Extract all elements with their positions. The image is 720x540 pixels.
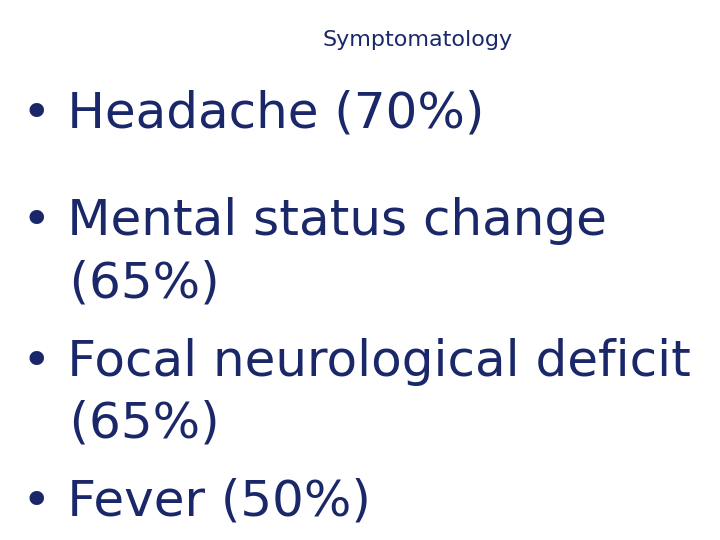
Text: Symptomatology: Symptomatology [323,30,513,50]
Text: • Fever (50%): • Fever (50%) [22,478,371,526]
Text: • Headache (70%): • Headache (70%) [22,89,484,137]
Text: • Mental status change: • Mental status change [22,197,606,245]
Text: • Focal neurological deficit: • Focal neurological deficit [22,338,690,386]
Text: (65%): (65%) [22,400,219,448]
Text: (65%): (65%) [22,259,219,307]
